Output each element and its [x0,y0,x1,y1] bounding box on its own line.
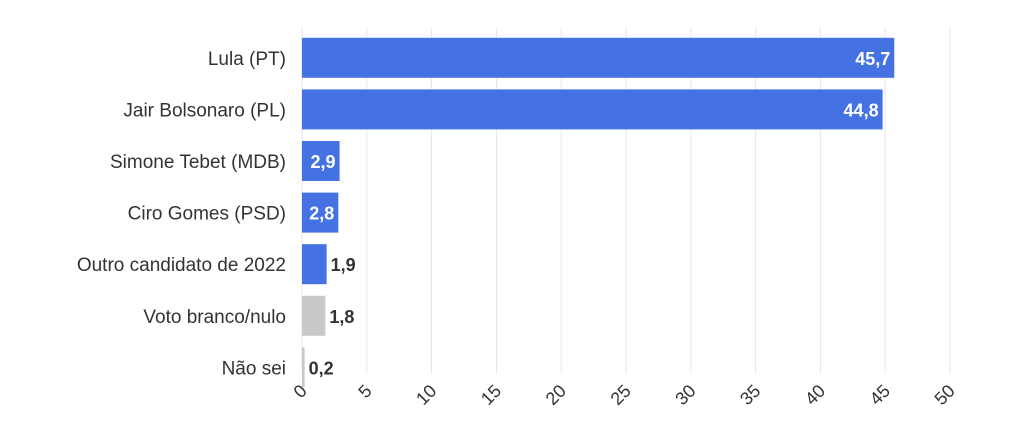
category-label: Outro candidato de 2022 [77,255,286,276]
category-label: Jair Bolsonaro (PL) [123,100,286,121]
bar [302,37,895,78]
bar [302,192,339,233]
category-label: Simone Tebet (MDB) [110,152,286,173]
category-label: Lula (PT) [208,49,286,70]
value-label: 0,2 [309,358,334,378]
x-tick-label: 30 [671,381,699,409]
x-tick-label: 40 [801,381,829,409]
value-label: 44,8 [844,100,879,120]
x-tick-label: 25 [607,381,635,409]
value-label: 45,7 [855,49,890,69]
bar [302,244,327,285]
x-tick-label: 20 [542,381,570,409]
value-label: 1,9 [331,255,356,275]
category-label: Não sei [222,358,286,379]
bar [302,295,326,336]
x-tick-label: 50 [931,381,959,409]
x-tick-label: 45 [866,381,894,409]
x-tick-label: 0 [290,381,311,402]
value-label: 1,8 [329,307,354,327]
x-tick-label: 10 [412,381,440,409]
category-label: Voto branco/nulo [143,307,286,328]
x-tick-label: 5 [354,381,375,402]
x-tick-label: 15 [477,381,505,409]
value-label: 2,9 [311,152,336,172]
x-tick-label: 35 [736,381,764,409]
bar [302,89,883,130]
category-label: Ciro Gomes (PSD) [128,204,286,225]
bar [302,347,305,388]
value-label: 2,8 [309,204,334,224]
bar [302,141,340,181]
